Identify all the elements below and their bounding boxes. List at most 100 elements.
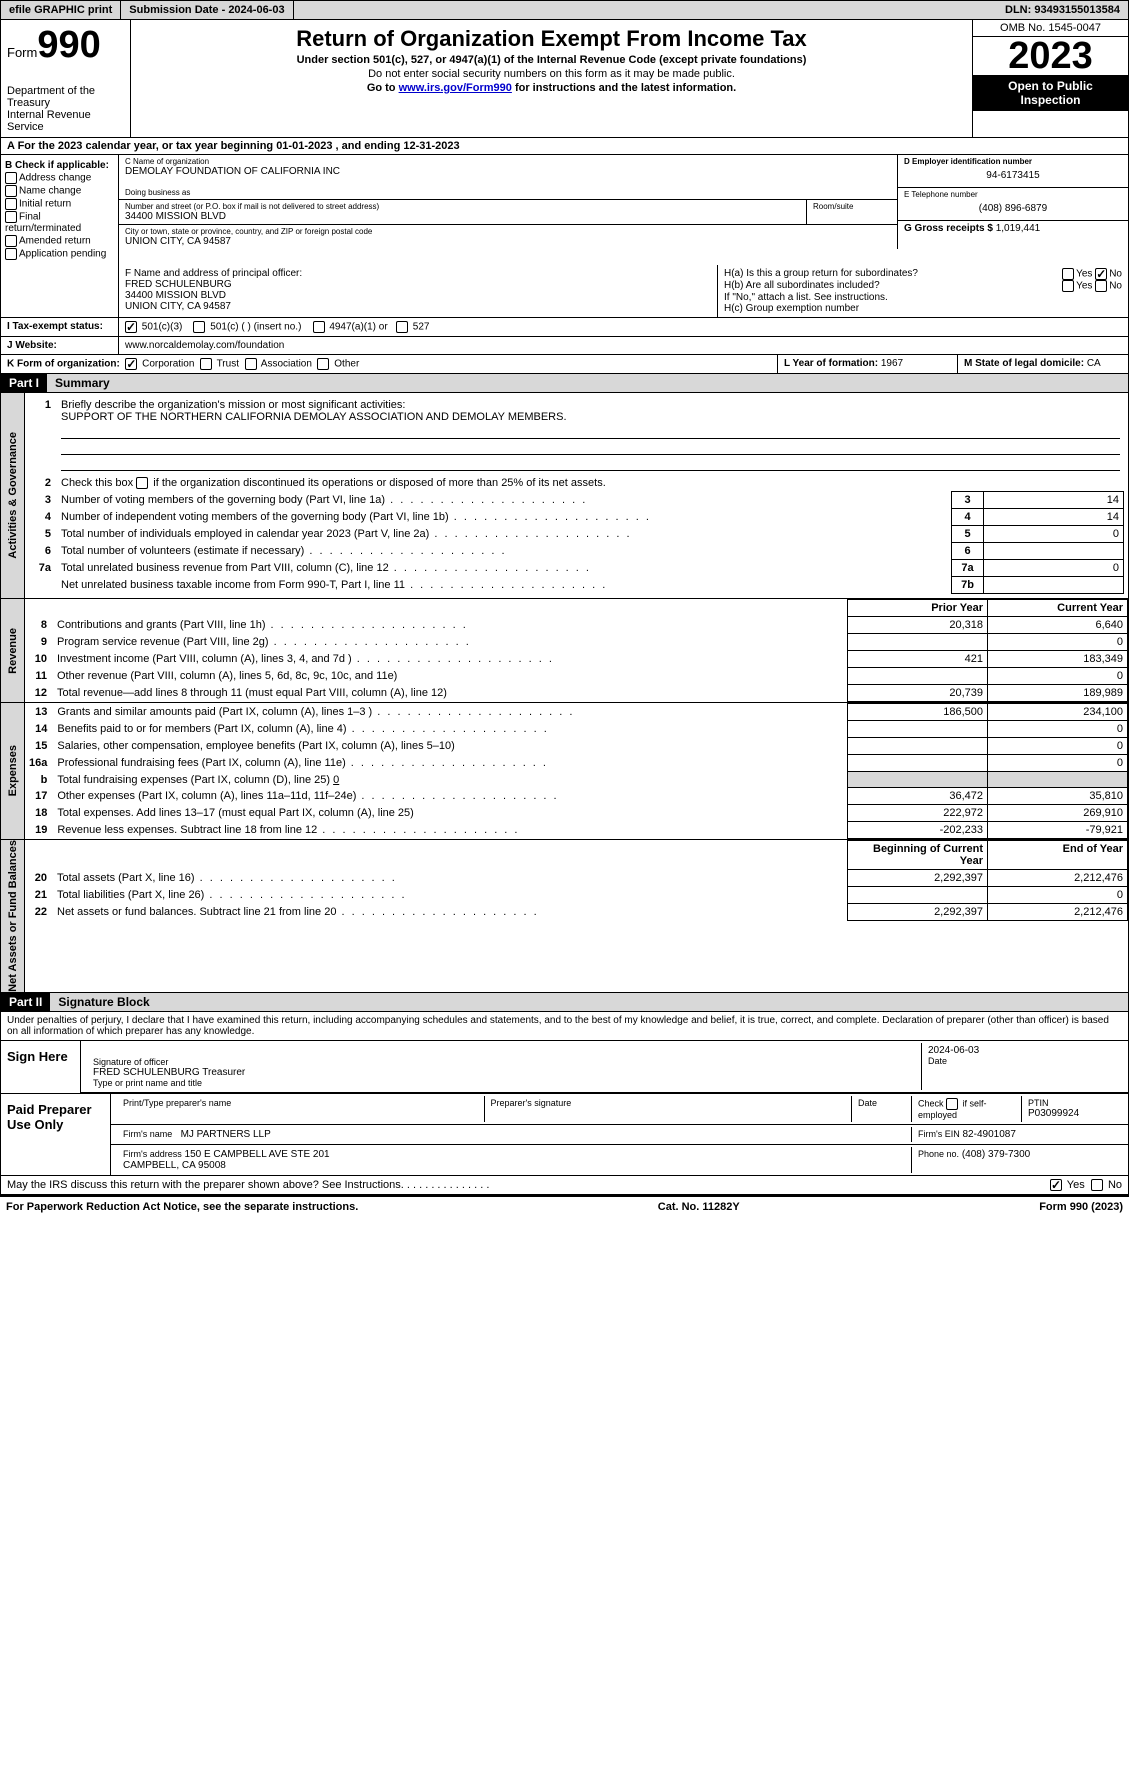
state-domicile: CA (1087, 358, 1101, 369)
dept-treasury: Department of the Treasury Internal Reve… (7, 85, 124, 133)
c19: -79,921 (988, 822, 1128, 839)
check-self-employed[interactable] (946, 1098, 958, 1110)
subtitle-3: Go to www.irs.gov/Form990 for instructio… (137, 82, 966, 94)
vtab-expenses: Expenses (1, 703, 25, 839)
p9 (848, 634, 988, 651)
check-amended-return[interactable] (5, 235, 17, 247)
box-b-label: B Check if applicable: (5, 160, 114, 171)
c22: 2,212,476 (988, 904, 1128, 921)
page-footer: For Paperwork Reduction Act Notice, see … (0, 1197, 1129, 1217)
check-trust[interactable] (200, 358, 212, 370)
discuss-row: May the IRS discuss this return with the… (0, 1176, 1129, 1195)
officer-name: FRED SCHULENBURG (125, 279, 711, 290)
gross-receipts: 1,019,441 (996, 223, 1041, 234)
check-corp[interactable] (125, 358, 137, 370)
p20: 2,292,397 (848, 870, 988, 887)
submission-date: Submission Date - 2024-06-03 (121, 1, 293, 19)
val-5: 0 (984, 526, 1124, 543)
form-label: Form (7, 45, 37, 60)
website: www.norcaldemolay.com/foundation (119, 337, 1128, 354)
p12: 20,739 (848, 685, 988, 702)
val-6 (984, 543, 1124, 560)
c17: 35,810 (988, 788, 1128, 805)
check-address-change[interactable] (5, 172, 17, 184)
check-ha-no[interactable] (1095, 268, 1107, 280)
check-discuss-no[interactable] (1091, 1179, 1103, 1191)
sign-date: 2024-06-03 (928, 1045, 1116, 1056)
val-7b (984, 577, 1124, 594)
p10: 421 (848, 651, 988, 668)
c12: 189,989 (988, 685, 1128, 702)
p11 (848, 668, 988, 685)
vtab-governance: Activities & Governance (1, 393, 25, 598)
vtab-net-assets: Net Assets or Fund Balances (1, 840, 25, 992)
vtab-revenue: Revenue (1, 599, 25, 702)
check-4947[interactable] (313, 321, 325, 333)
perjury-declaration: Under penalties of perjury, I declare th… (0, 1012, 1129, 1041)
part2-header: Part IISignature Block (0, 993, 1129, 1012)
val-3: 14 (984, 492, 1124, 509)
c18: 269,910 (988, 805, 1128, 822)
irs-link[interactable]: www.irs.gov/Form990 (399, 82, 512, 94)
p14 (848, 721, 988, 738)
check-final-return[interactable] (5, 211, 17, 223)
paid-preparer-label: Paid Preparer Use Only (1, 1094, 111, 1175)
c21: 0 (988, 887, 1128, 904)
check-name-change[interactable] (5, 185, 17, 197)
p15 (848, 738, 988, 755)
org-name: DEMOLAY FOUNDATION OF CALIFORNIA INC (125, 166, 891, 177)
ptin: P03099924 (1028, 1108, 1116, 1119)
row-j-label: J Website: (1, 337, 119, 354)
pra-notice: For Paperwork Reduction Act Notice, see … (6, 1201, 358, 1213)
firm-name: MJ PARTNERS LLP (181, 1129, 271, 1140)
subtitle-2: Do not enter social security numbers on … (137, 68, 966, 80)
mission: SUPPORT OF THE NORTHERN CALIFORNIA DEMOL… (61, 411, 567, 423)
check-ha-yes[interactable] (1062, 268, 1074, 280)
p16a (848, 755, 988, 772)
row-a-tax-year: A For the 2023 calendar year, or tax yea… (0, 138, 1129, 155)
c16a: 0 (988, 755, 1128, 772)
ein: 94-6173415 (904, 166, 1122, 185)
efile-print-button[interactable]: efile GRAPHIC print (1, 1, 121, 19)
p22: 2,292,397 (848, 904, 988, 921)
check-501c[interactable] (193, 321, 205, 333)
officer-addr2: UNION CITY, CA 94587 (125, 301, 711, 312)
c14: 0 (988, 721, 1128, 738)
year-formation: 1967 (881, 358, 903, 369)
p17: 36,472 (848, 788, 988, 805)
form-number: 990 (37, 24, 100, 66)
officer-signature-name: FRED SCHULENBURG Treasurer (93, 1067, 915, 1078)
val-4: 14 (984, 509, 1124, 526)
check-501c3[interactable] (125, 321, 137, 333)
p8: 20,318 (848, 617, 988, 634)
check-hb-no[interactable] (1095, 280, 1107, 292)
officer-addr1: 34400 MISSION BLVD (125, 290, 711, 301)
p19: -202,233 (848, 822, 988, 839)
check-initial-return[interactable] (5, 198, 17, 210)
c15: 0 (988, 738, 1128, 755)
row-i-label: I Tax-exempt status: (1, 318, 119, 336)
fundraising-total: 0 (333, 774, 339, 786)
subtitle-1: Under section 501(c), 527, or 4947(a)(1)… (137, 54, 966, 66)
form-header: Form990 Department of the Treasury Inter… (0, 20, 1129, 138)
officer-group-row: F Name and address of principal officer:… (0, 265, 1129, 318)
cat-no: Cat. No. 11282Y (658, 1201, 740, 1213)
form-title: Return of Organization Exempt From Incom… (137, 26, 966, 52)
check-hb-yes[interactable] (1062, 280, 1074, 292)
sign-here-block: Sign Here Signature of officerFRED SCHUL… (0, 1041, 1129, 1094)
check-discontinued[interactable] (136, 477, 148, 489)
firm-ein: 82-4901087 (963, 1129, 1016, 1140)
check-discuss-yes[interactable] (1050, 1179, 1062, 1191)
open-inspection: Open to Public Inspection (973, 75, 1128, 111)
p21 (848, 887, 988, 904)
top-bar: efile GRAPHIC print Submission Date - 20… (0, 0, 1129, 20)
val-7a: 0 (984, 560, 1124, 577)
c20: 2,212,476 (988, 870, 1128, 887)
firm-phone: (408) 379-7300 (962, 1149, 1030, 1160)
check-527[interactable] (396, 321, 408, 333)
check-application-pending[interactable] (5, 248, 17, 260)
street-address: 34400 MISSION BLVD (125, 211, 800, 222)
check-assoc[interactable] (245, 358, 257, 370)
c10: 183,349 (988, 651, 1128, 668)
check-other[interactable] (317, 358, 329, 370)
